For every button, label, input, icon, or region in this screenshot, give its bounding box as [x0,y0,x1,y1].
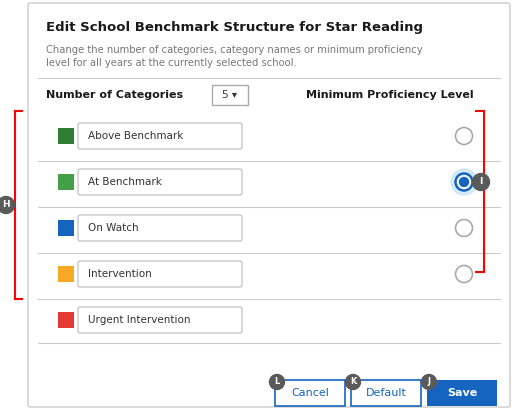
FancyBboxPatch shape [78,123,242,149]
Text: Intervention: Intervention [88,269,152,279]
Bar [58,174,74,190]
Circle shape [346,374,360,390]
FancyBboxPatch shape [28,3,510,407]
Circle shape [455,173,472,191]
Text: Change the number of categories, category names or minimum proficiency: Change the number of categories, categor… [46,45,423,55]
Bar [58,312,74,328]
Text: Default: Default [366,388,406,398]
FancyBboxPatch shape [78,307,242,333]
Text: J: J [427,377,431,386]
Circle shape [451,169,477,195]
Circle shape [472,173,489,191]
Circle shape [455,127,472,145]
FancyBboxPatch shape [427,380,497,406]
Text: H: H [2,201,10,210]
Text: Number of Categories: Number of Categories [46,90,183,100]
Text: Cancel: Cancel [291,388,329,398]
Circle shape [0,196,14,213]
FancyBboxPatch shape [212,85,248,105]
Text: I: I [479,178,483,187]
Text: Above Benchmark: Above Benchmark [88,131,183,141]
FancyBboxPatch shape [351,380,421,406]
Circle shape [421,374,437,390]
FancyBboxPatch shape [275,380,345,406]
Text: On Watch: On Watch [88,223,139,233]
Text: At Benchmark: At Benchmark [88,177,162,187]
Circle shape [455,219,472,236]
Text: Edit School Benchmark Structure for Star Reading: Edit School Benchmark Structure for Star… [46,21,423,35]
Text: 5 ▾: 5 ▾ [222,90,237,100]
FancyBboxPatch shape [78,215,242,241]
Bar [58,128,74,144]
Text: Save: Save [447,388,477,398]
FancyBboxPatch shape [78,261,242,287]
Text: K: K [350,377,356,386]
Text: level for all years at the currently selected school.: level for all years at the currently sel… [46,58,297,68]
Bar [58,266,74,282]
Circle shape [269,374,284,390]
Bar [58,220,74,236]
Text: Minimum Proficiency Level: Minimum Proficiency Level [306,90,474,100]
Text: Urgent Intervention: Urgent Intervention [88,315,191,325]
Text: L: L [274,377,280,386]
Circle shape [455,266,472,282]
FancyBboxPatch shape [78,169,242,195]
Circle shape [459,178,469,187]
